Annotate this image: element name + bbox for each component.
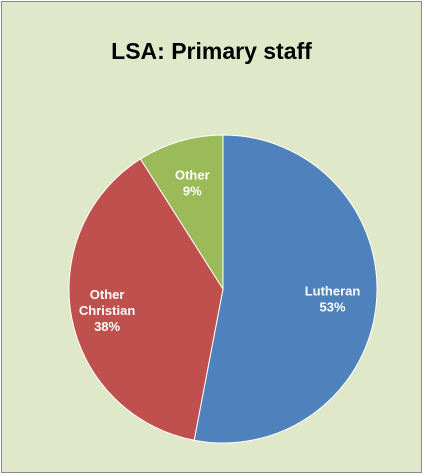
- pie-slices: [68, 134, 378, 444]
- slice-category-label: Other: [175, 167, 210, 182]
- slice-label-2: Other Christian 38%: [79, 287, 135, 334]
- slice-value-label: 9%: [183, 183, 202, 198]
- slice-label-3: Other 9%: [175, 167, 210, 198]
- pie-slice-2: [68, 158, 224, 441]
- slice-category-label: Christian: [79, 303, 135, 318]
- slice-category-label: Lutheran: [305, 283, 361, 298]
- slice-value-label: 38%: [94, 319, 120, 334]
- slice-value-label: 53%: [319, 299, 345, 314]
- slice-label-1: Lutheran 53%: [305, 283, 361, 314]
- pie-slice-3: [139, 134, 224, 291]
- pie-labels: Lutheran 53%Other Christian 38%Other 9%: [79, 167, 360, 334]
- slice-category-label: Other: [90, 287, 125, 302]
- chart-title: LSA: Primary staff: [111, 38, 312, 64]
- pie-slice-1: [193, 134, 378, 444]
